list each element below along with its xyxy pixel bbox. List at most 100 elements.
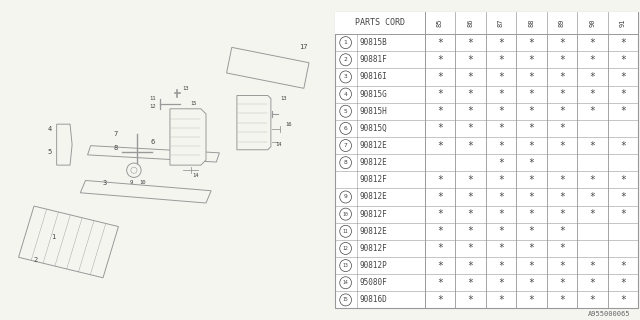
Text: *: * [559,38,564,48]
Circle shape [340,36,351,49]
Text: *: * [437,192,443,202]
Polygon shape [170,109,206,165]
Text: *: * [559,244,564,253]
Text: *: * [589,72,595,82]
Text: 90812P: 90812P [360,261,387,270]
Text: *: * [620,278,626,288]
Text: *: * [559,260,564,271]
Text: 90812E: 90812E [360,158,387,167]
Text: *: * [620,55,626,65]
Text: *: * [529,140,534,150]
Text: *: * [467,124,474,133]
Text: *: * [559,295,564,305]
Text: *: * [437,89,443,99]
Text: *: * [498,55,504,65]
Text: 4: 4 [47,126,52,132]
Text: *: * [529,295,534,305]
Text: *: * [589,192,595,202]
Text: *: * [498,278,504,288]
Text: *: * [467,72,474,82]
Text: *: * [437,226,443,236]
Text: 7: 7 [113,132,118,137]
Text: 13: 13 [280,96,287,101]
Text: *: * [467,278,474,288]
Polygon shape [237,95,271,150]
Text: *: * [437,260,443,271]
Text: *: * [589,38,595,48]
Text: 95080F: 95080F [360,278,387,287]
Text: *: * [529,192,534,202]
Text: 90815Q: 90815Q [360,124,387,133]
Text: A955000065: A955000065 [588,311,630,317]
Text: 5: 5 [47,149,52,155]
Text: 90812E: 90812E [360,141,387,150]
Text: *: * [559,278,564,288]
Circle shape [340,54,351,66]
Text: *: * [589,295,595,305]
Text: *: * [559,226,564,236]
Text: *: * [589,89,595,99]
Text: *: * [589,209,595,219]
Text: *: * [559,209,564,219]
Circle shape [131,167,137,173]
Text: 90812F: 90812F [360,175,387,184]
Text: 7: 7 [344,143,348,148]
Circle shape [340,122,351,134]
Text: 11: 11 [343,229,349,234]
Text: *: * [437,55,443,65]
Text: 9: 9 [344,195,348,199]
Text: 1: 1 [344,40,348,45]
Text: 13: 13 [343,263,349,268]
Text: *: * [498,106,504,116]
Circle shape [340,243,351,254]
Polygon shape [81,180,211,203]
Text: *: * [559,55,564,65]
Circle shape [340,157,351,169]
Text: 12: 12 [149,104,156,109]
Text: 15: 15 [343,297,349,302]
Text: 9: 9 [129,180,132,185]
Circle shape [340,71,351,83]
Text: *: * [529,106,534,116]
Text: 90812F: 90812F [360,244,387,253]
Text: 90: 90 [589,19,595,27]
Text: *: * [467,244,474,253]
Text: 90815G: 90815G [360,90,387,99]
Text: *: * [559,175,564,185]
Text: 90881F: 90881F [360,55,387,64]
Circle shape [340,260,351,272]
Polygon shape [227,47,309,88]
Text: *: * [559,192,564,202]
Text: *: * [437,209,443,219]
Text: *: * [467,38,474,48]
Text: *: * [529,175,534,185]
Text: *: * [529,278,534,288]
Polygon shape [57,124,72,165]
Text: 3: 3 [103,180,107,186]
Circle shape [340,294,351,306]
Text: 5: 5 [344,109,348,114]
Text: *: * [467,209,474,219]
Text: *: * [589,55,595,65]
Text: 15: 15 [190,101,197,106]
Text: *: * [529,124,534,133]
Text: 2: 2 [34,257,38,263]
Text: *: * [620,38,626,48]
Text: *: * [437,175,443,185]
Text: *: * [498,140,504,150]
Text: *: * [498,72,504,82]
Circle shape [340,140,351,152]
Text: *: * [467,175,474,185]
Text: 17: 17 [300,44,308,50]
Text: *: * [498,175,504,185]
Text: *: * [437,140,443,150]
Text: *: * [437,124,443,133]
Text: *: * [620,175,626,185]
Text: *: * [620,209,626,219]
Text: 13: 13 [182,86,189,91]
Circle shape [340,225,351,237]
Text: 6: 6 [344,126,348,131]
Text: *: * [498,244,504,253]
Text: *: * [620,295,626,305]
Circle shape [340,88,351,100]
